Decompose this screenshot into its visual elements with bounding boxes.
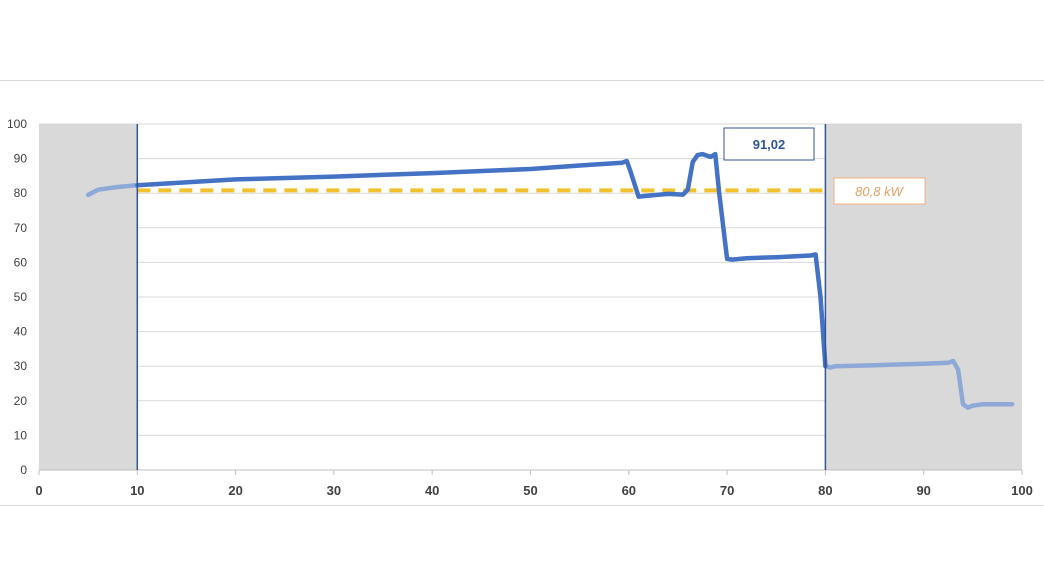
peak-callout-box	[723, 127, 815, 161]
x-tick-label: 30	[327, 483, 341, 498]
chart-frame	[0, 80, 1044, 506]
x-tick-label: 20	[228, 483, 242, 498]
y-tick-label: 50	[14, 290, 28, 304]
power-curve-main	[135, 151, 828, 369]
power-curve-right-faded	[823, 358, 1015, 410]
peak-callout-text: 91,02	[753, 137, 786, 152]
marker-lines	[136, 124, 827, 470]
y-tick-label: 80	[14, 186, 28, 200]
y-tick-label: 10	[14, 428, 28, 442]
x-tick-label: 0	[35, 483, 42, 498]
series-group	[85, 151, 1015, 410]
average-callout-box	[833, 177, 926, 205]
x-tick-label: 70	[720, 483, 734, 498]
y-tick-label: 20	[14, 394, 28, 408]
average-callout-text: 80,8 kW	[855, 184, 904, 199]
y-tick-label: 100	[7, 117, 27, 131]
axes: 0 10 20 30 40 50 60 70 80 90 100 0 10 20 30 40 50 60 70 80 9…	[7, 117, 1033, 498]
y-tick-label: 90	[14, 152, 28, 166]
x-tick-label: 100	[1011, 483, 1033, 498]
x-tick-label: 90	[916, 483, 930, 498]
x-tick-label: 50	[523, 483, 537, 498]
power-curve-left-faded	[85, 182, 140, 198]
y-tick-label: 70	[14, 221, 28, 235]
gridlines	[39, 123, 1022, 436]
y-tick-label: 40	[14, 325, 28, 339]
callouts: 91,02 80,8 kW	[723, 127, 926, 205]
x-tick-label: 10	[130, 483, 144, 498]
y-tick-label: 30	[14, 359, 28, 373]
y-tick-label: 60	[14, 255, 28, 269]
x-tick-label: 80	[818, 483, 832, 498]
y-tick-label: 0	[20, 463, 27, 477]
x-tick-label: 60	[622, 483, 636, 498]
x-tick-label: 40	[425, 483, 439, 498]
